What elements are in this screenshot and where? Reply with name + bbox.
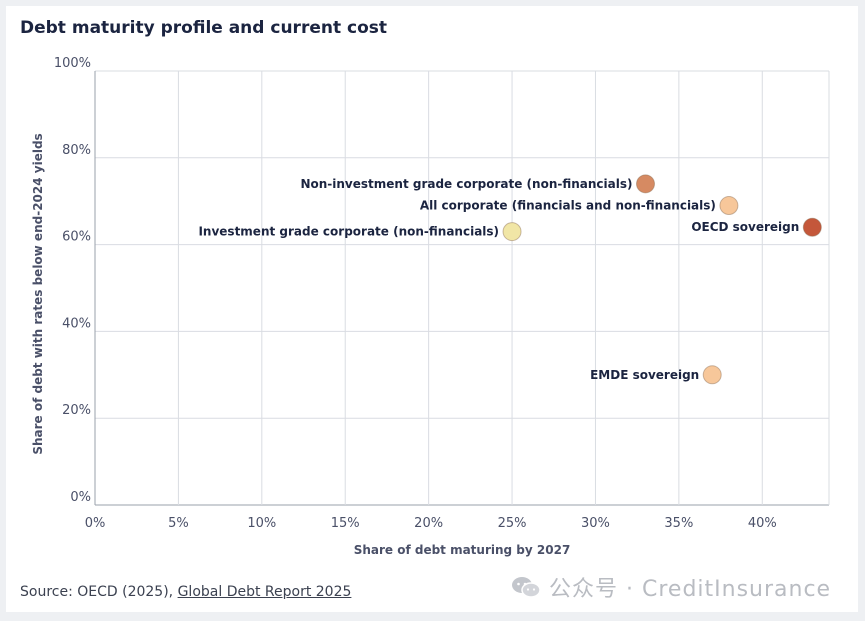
y-axis-label: Share of debt with rates below end-2024 … (31, 133, 45, 454)
grid-lines (94, 70, 830, 506)
x-tick-label: 40% (748, 516, 777, 531)
source-note: Source: OECD (2025), Global Debt Report … (20, 584, 351, 600)
y-tick-label: 100% (54, 56, 91, 71)
y-tick-label: 80% (62, 143, 91, 158)
x-tick-label: 0% (85, 516, 106, 531)
x-tick-label: 30% (581, 516, 610, 531)
data-label: All corporate (financials and non-financ… (420, 199, 716, 213)
chart-title: Debt maturity profile and current cost (20, 18, 388, 38)
data-label: OECD sovereign (691, 220, 799, 234)
data-label: Investment grade corporate (non-financia… (198, 225, 499, 239)
x-tick-label: 15% (331, 516, 360, 531)
wechat-icon (512, 577, 541, 598)
watermark-text: 公众号 · CreditInsurance (549, 577, 832, 602)
y-axis-ticks: 0% 20% 40% 60% 80% 100% (54, 56, 91, 505)
data-point[interactable] (636, 174, 655, 194)
x-tick-label: 25% (498, 516, 527, 531)
data-points: Non-investment grade corporate (non-fina… (198, 174, 822, 385)
x-tick-label: 35% (664, 516, 693, 531)
x-axis-label: Share of debt maturing by 2027 (354, 543, 571, 557)
y-tick-label: 0% (70, 490, 91, 505)
data-point[interactable] (502, 222, 522, 242)
watermark: 公众号 · CreditInsurance (511, 571, 831, 603)
x-tick-label: 20% (414, 516, 443, 531)
data-point[interactable] (719, 196, 739, 216)
y-tick-label: 40% (62, 316, 91, 331)
data-label: Non-investment grade corporate (non-fina… (300, 177, 632, 191)
data-point[interactable] (702, 365, 722, 385)
y-tick-label: 20% (62, 403, 91, 418)
data-point[interactable] (802, 217, 822, 237)
chart-card: Debt maturity profile and current cost 0… (6, 6, 858, 612)
x-tick-label: 5% (168, 516, 189, 531)
y-tick-label: 60% (62, 230, 91, 245)
x-tick-label: 10% (247, 516, 276, 531)
scatter-chart: 0% 20% 40% 60% 80% 100% 0% 5% 10% 15% 20% 25% 30% 35… (31, 56, 830, 557)
x-axis-ticks: 0% 5% 10% 15% 20% 25% 30% 35% 40% (85, 516, 777, 531)
data-label: EMDE sovereign (590, 368, 699, 382)
source-prefix: Source: OECD (2025), (20, 584, 178, 600)
source-link[interactable]: Global Debt Report 2025 (177, 584, 352, 600)
